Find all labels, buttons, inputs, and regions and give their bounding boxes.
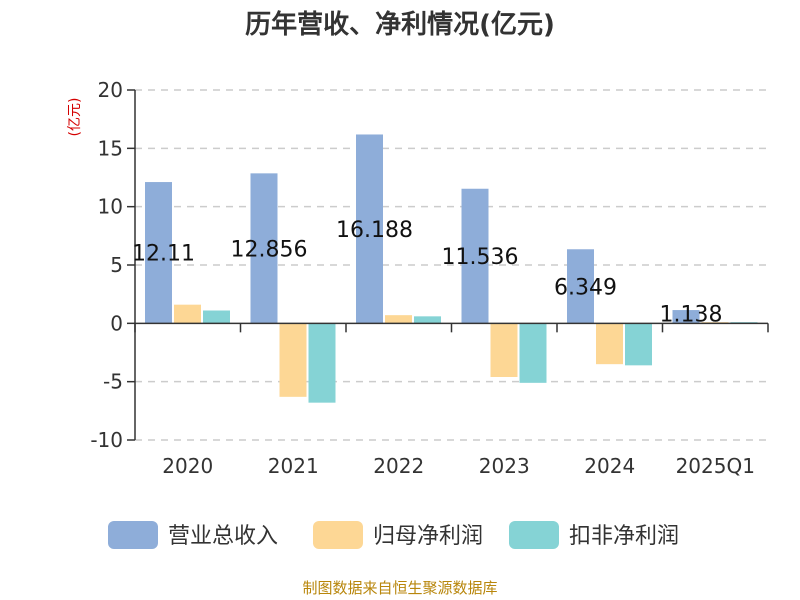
- legend-label: 归母净利润: [373, 524, 483, 549]
- y-tick-label: 10: [98, 195, 123, 219]
- data-label: 12.856: [231, 237, 308, 262]
- bar: [596, 323, 623, 365]
- data-label: 11.536: [442, 245, 519, 270]
- x-tick-label: 2025Q1: [676, 454, 755, 478]
- y-tick-label: 5: [110, 253, 123, 277]
- bar: [145, 182, 172, 324]
- y-tick-label: 15: [98, 136, 123, 160]
- bar: [672, 310, 700, 324]
- x-tick-label: 2021: [268, 454, 319, 478]
- x-tick-label: 2020: [162, 454, 213, 478]
- bar: [567, 249, 594, 324]
- data-label: 1.138: [660, 302, 723, 327]
- bar: [308, 323, 336, 403]
- data-label: 6.349: [554, 275, 617, 300]
- bar: [519, 323, 547, 383]
- bar: [279, 323, 307, 397]
- x-tick-label: 2024: [584, 454, 635, 478]
- y-tick-label: 0: [110, 311, 123, 335]
- data-label: 12.11: [132, 242, 195, 267]
- legend-swatch: [108, 521, 158, 549]
- legend-label: 扣非净利润: [569, 524, 679, 549]
- y-tick-label: -10: [90, 428, 123, 452]
- bar: [250, 173, 278, 324]
- bar: [174, 304, 201, 324]
- x-tick-label: 2022: [373, 454, 424, 478]
- chart-title: 历年营收、净利情况(亿元): [245, 9, 555, 40]
- legend-swatch: [509, 521, 559, 549]
- legend-swatch: [313, 521, 363, 549]
- data-source: 制图数据来自恒生聚源数据库: [302, 579, 497, 597]
- y-tick-label: 20: [98, 78, 123, 102]
- bar: [385, 315, 412, 324]
- bar: [356, 134, 383, 324]
- data-label: 16.188: [336, 218, 413, 243]
- bar: [203, 310, 230, 324]
- bar: [490, 323, 518, 377]
- y-axis-ticks: 20 15 10 5 0 -5 -10: [90, 78, 136, 452]
- data-labels: 12.11 12.856 16.188 11.536 6.349 1.138: [132, 218, 722, 327]
- legend-label: 营业总收入: [168, 524, 278, 549]
- x-axis: 2020 2021 2022 2023 2024 2025Q1: [134, 322, 769, 478]
- x-tick-label: 2023: [479, 454, 530, 478]
- y-tick-label: -5: [103, 370, 123, 394]
- gridlines: [135, 89, 768, 441]
- bar: [625, 323, 652, 366]
- bar: [461, 188, 489, 324]
- legend: 营业总收入 归母净利润 扣非净利润: [108, 521, 679, 549]
- bar: [414, 316, 441, 324]
- y-axis-unit: (亿元): [67, 98, 83, 137]
- bars: [145, 134, 758, 403]
